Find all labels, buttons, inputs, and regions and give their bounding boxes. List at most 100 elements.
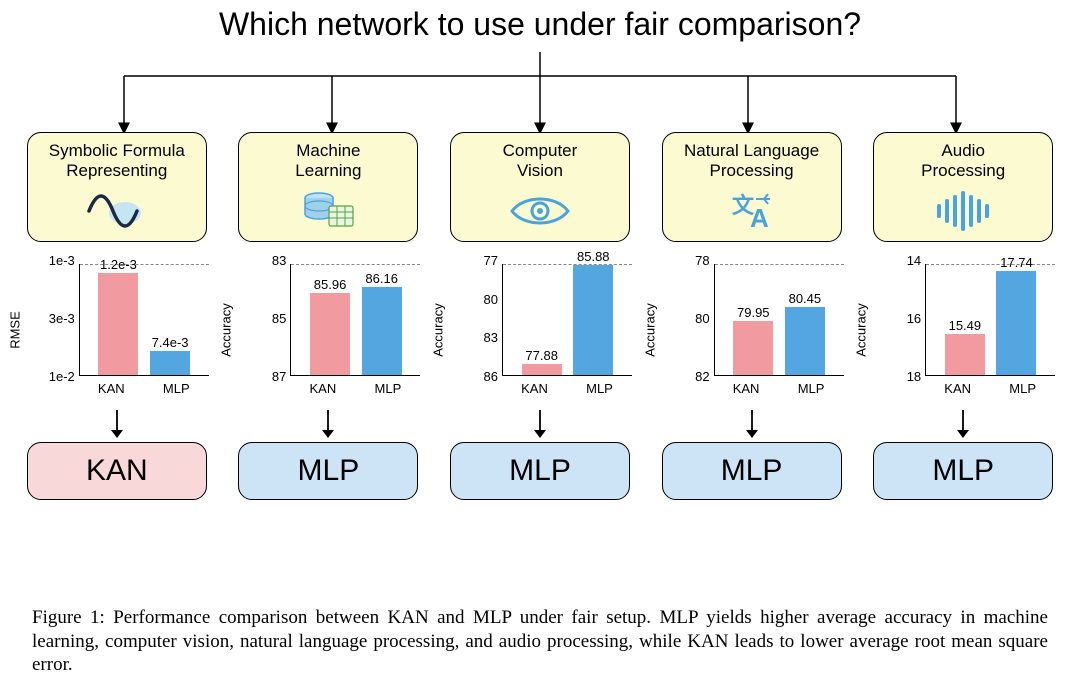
bar-kan: 1.2e-3 [98, 273, 138, 375]
task-box: AudioProcessing [873, 132, 1053, 242]
arrow-down-icon [531, 406, 549, 442]
x-ticks: KAN MLP [502, 381, 632, 396]
bars: 77.88 85.88 [516, 264, 619, 375]
x-tick: MLP [791, 381, 831, 396]
bar-value-label: 79.95 [737, 305, 770, 320]
y-tick: 86 [458, 369, 498, 384]
y-tick: 14 [881, 253, 921, 268]
arrow-down-icon [743, 406, 761, 442]
x-ticks: KAN MLP [925, 381, 1055, 396]
arrow-down-icon [108, 406, 126, 442]
y-tick: 1e-2 [35, 369, 75, 384]
y-axis-label: Accuracy [854, 303, 869, 356]
winner-box: KAN [27, 442, 207, 500]
x-tick: KAN [938, 381, 978, 396]
y-tick: 83 [458, 330, 498, 345]
winner-box: MLP [450, 442, 630, 500]
task-box: Natural LanguageProcessing 文A [662, 132, 842, 242]
task-label: AudioProcessing [921, 141, 1005, 180]
x-tick: MLP [1003, 381, 1043, 396]
bar-mlp: 86.16 [362, 287, 402, 375]
bar-chart: RMSE1e-33e-31e-21.2e-37.4e-3KANMLP [19, 260, 215, 400]
x-ticks: KAN MLP [79, 381, 209, 396]
bar-value-label: 85.96 [314, 277, 347, 292]
y-tick: 85 [246, 311, 286, 326]
column-4: AudioProcessingAccuracy14161815.4917.74K… [865, 132, 1061, 500]
y-axis-label: Accuracy [219, 303, 234, 356]
task-icon [931, 186, 995, 236]
bars: 85.96 86.16 [304, 264, 407, 375]
x-ticks: KAN MLP [714, 381, 844, 396]
x-tick: MLP [156, 381, 196, 396]
task-label: MachineLearning [295, 141, 361, 180]
column-3: Natural LanguageProcessing文AAccuracy7880… [654, 132, 850, 500]
y-tick: 82 [670, 369, 710, 384]
x-tick: KAN [514, 381, 554, 396]
y-tick: 1e-3 [35, 253, 75, 268]
bar-value-label: 1.2e-3 [100, 257, 137, 272]
task-icon [508, 186, 572, 236]
y-tick: 18 [881, 369, 921, 384]
bar-mlp: 80.45 [785, 307, 825, 375]
bar-chart: Accuracy14161815.4917.74KANMLP [865, 260, 1061, 400]
y-axis-label: RMSE [7, 311, 22, 349]
bar-value-label: 17.74 [1000, 255, 1033, 270]
x-tick: MLP [579, 381, 619, 396]
bar-kan: 15.49 [945, 334, 985, 375]
task-box: MachineLearning [238, 132, 418, 242]
task-label: Natural LanguageProcessing [684, 141, 819, 180]
bar-kan: 85.96 [310, 293, 350, 375]
y-tick: 77 [458, 253, 498, 268]
y-ticks: 788082 [672, 260, 712, 376]
y-tick: 80 [670, 311, 710, 326]
task-label: ComputerVision [503, 141, 578, 180]
bar-mlp: 7.4e-3 [150, 351, 190, 375]
page-title: Which network to use under fair comparis… [0, 6, 1080, 43]
y-ticks: 838587 [248, 260, 288, 376]
bars: 1.2e-3 7.4e-3 [93, 264, 196, 375]
bar-value-label: 80.45 [789, 291, 822, 306]
bar-mlp: 85.88 [573, 265, 613, 375]
x-tick: KAN [303, 381, 343, 396]
x-tick: KAN [726, 381, 766, 396]
y-ticks: 77808386 [460, 260, 500, 376]
y-ticks: 141618 [883, 260, 923, 376]
winner-box: MLP [238, 442, 418, 500]
arrow-down-icon [319, 406, 337, 442]
bar-chart: Accuracy7780838677.8885.88KANMLP [442, 260, 638, 400]
x-tick: KAN [91, 381, 131, 396]
task-icon: 文A [724, 186, 780, 236]
bar-kan: 79.95 [733, 321, 773, 375]
bar-value-label: 77.88 [525, 348, 558, 363]
figure-caption: Figure 1: Performance comparison between… [32, 606, 1048, 677]
y-tick: 3e-3 [35, 311, 75, 326]
column-0: Symbolic FormulaRepresentingRMSE1e-33e-3… [19, 132, 215, 500]
bar-kan: 77.88 [522, 364, 562, 375]
column-1: MachineLearningAccuracy83858785.9686.16K… [230, 132, 426, 500]
svg-text:A: A [750, 203, 769, 233]
task-label: Symbolic FormulaRepresenting [49, 141, 185, 180]
figure-root: Which network to use under fair comparis… [0, 0, 1080, 689]
x-tick: MLP [368, 381, 408, 396]
bar-value-label: 7.4e-3 [152, 335, 189, 350]
plot-area: 15.49 17.74 [925, 264, 1055, 376]
bar-value-label: 86.16 [365, 271, 398, 286]
bar-chart: Accuracy83858785.9686.16KANMLP [230, 260, 426, 400]
columns-container: Symbolic FormulaRepresentingRMSE1e-33e-3… [0, 132, 1080, 500]
task-box: Symbolic FormulaRepresenting [27, 132, 207, 242]
y-tick: 83 [246, 253, 286, 268]
task-box: ComputerVision [450, 132, 630, 242]
winner-box: MLP [662, 442, 842, 500]
y-tick: 78 [670, 253, 710, 268]
task-icon [85, 186, 149, 236]
y-tick: 87 [246, 369, 286, 384]
bar-mlp: 17.74 [996, 271, 1036, 375]
bars: 15.49 17.74 [939, 264, 1042, 375]
bar-value-label: 15.49 [949, 318, 982, 333]
bar-value-label: 85.88 [577, 249, 610, 264]
y-tick: 80 [458, 292, 498, 307]
bars: 79.95 80.45 [727, 264, 830, 375]
winner-box: MLP [873, 442, 1053, 500]
y-tick: 16 [881, 311, 921, 326]
y-ticks: 1e-33e-31e-2 [37, 260, 77, 376]
